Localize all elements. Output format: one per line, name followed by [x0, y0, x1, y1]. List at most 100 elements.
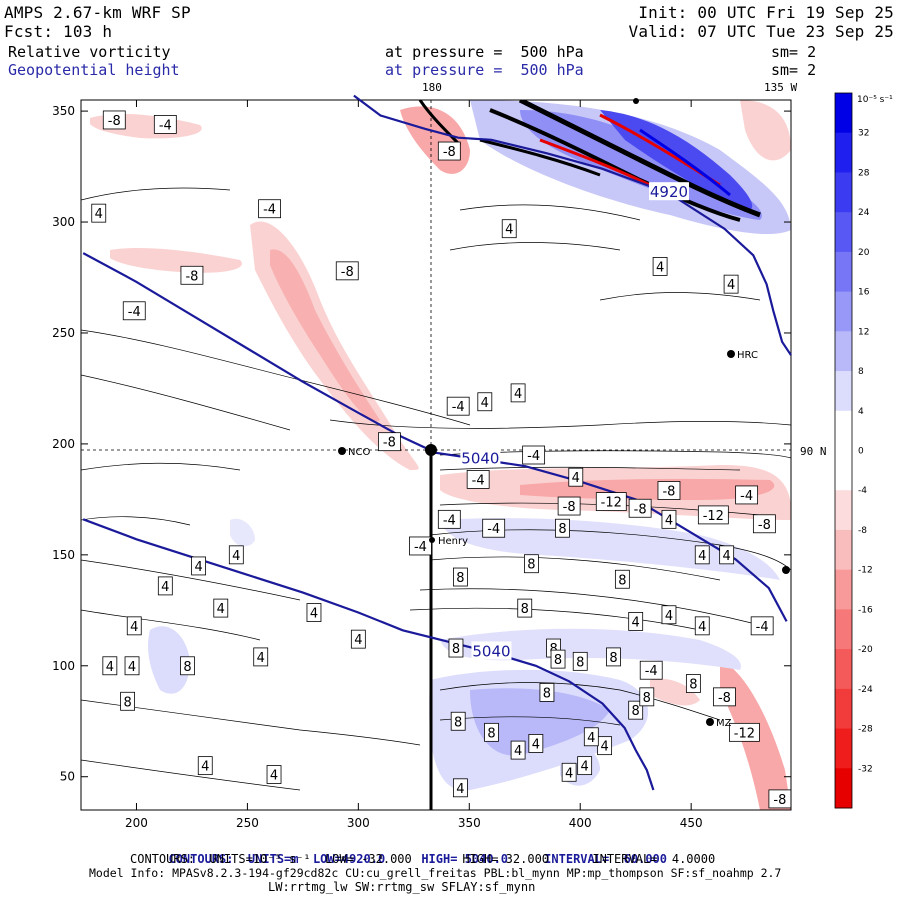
vorticity-label: -8: [752, 514, 776, 534]
vorticity-label-text: -8: [443, 145, 456, 160]
vorticity-label-box: [595, 492, 627, 511]
vorticity-label-box: [606, 647, 621, 667]
station-markers: HRC NCO Henry MZ: [338, 98, 790, 729]
y-tick-label: 150: [52, 548, 75, 562]
vorticity-label: 4: [568, 467, 584, 487]
plot-frame: [80, 99, 792, 811]
vorticity-label-text: -4: [472, 473, 485, 488]
vorticity-label: 8: [484, 722, 499, 742]
height-contour-label-bg: [471, 641, 512, 660]
vorticity-label-text: -8: [758, 518, 771, 533]
height-contour-high-label: HIGH=: [421, 852, 458, 866]
vorticity-label-text: 4: [456, 782, 464, 797]
y-tick-label: 50: [60, 770, 75, 784]
vorticity-label-text: -8: [773, 793, 786, 808]
vorticity-label-text: -4: [527, 449, 540, 464]
vorticity-label: -8: [657, 481, 681, 500]
vorticity-label-box: [517, 598, 533, 618]
vorticity-label-text: 8: [618, 573, 626, 588]
field2-name: Geopotential height: [8, 61, 180, 79]
vorticity-label: -8: [713, 687, 736, 707]
vorticity-label: 8: [120, 691, 135, 711]
vorticity-label-box: [453, 778, 468, 798]
vorticity-label-box: [409, 536, 432, 556]
y-tick-label: 200: [52, 437, 75, 451]
vorticity-label-text: -4: [740, 489, 753, 504]
vorticity-label: 8: [572, 651, 588, 671]
vorticity-label-box: [446, 396, 470, 416]
vorticity-label: 4: [694, 616, 710, 636]
height-contour-label-bg: [648, 182, 689, 201]
vorticity-label-box: [735, 485, 759, 505]
vorticity-label-text: 8: [487, 726, 495, 741]
lon-label-180: 180: [422, 81, 442, 94]
vorticity-label-text: 8: [554, 653, 562, 668]
vorticity-label: 4: [228, 545, 244, 565]
vorticity-label-text: 4: [106, 660, 114, 675]
vorticity-label: -4: [153, 115, 177, 134]
vorticity-label-text: 4: [505, 223, 513, 238]
vorticity-label-text: -4: [487, 522, 500, 537]
vorticity-label: 4: [661, 509, 677, 529]
vorticity-label: 4: [561, 762, 577, 782]
height-contour-label: 5040: [472, 642, 510, 660]
vorticity-label-box: [752, 514, 776, 534]
vorticity-label-box: [510, 740, 526, 760]
vorticity-label: 4: [510, 383, 526, 403]
station-dot-center: [425, 444, 437, 456]
vorticity-label-text: 4: [665, 609, 673, 624]
height-contour-interval: 60.000: [623, 852, 668, 866]
vorticity-label-text: 4: [665, 513, 673, 528]
station-dot-nco: [338, 447, 346, 455]
vorticity-label-text: 4: [514, 387, 522, 402]
vorticity-label-text: 4: [201, 760, 209, 775]
vorticity-label-box: [557, 496, 581, 516]
y-tick-label: 350: [52, 104, 75, 118]
vorticity-label-box: [91, 203, 107, 223]
vorticity-label: 8: [550, 649, 566, 669]
x-tick-label: 400: [569, 816, 592, 830]
vorticity-label-box: [157, 576, 173, 596]
vorticity-label: 8: [606, 647, 621, 667]
vorticity-label-text: 4: [514, 744, 522, 759]
vorticity-label-text: 4: [581, 760, 589, 775]
vorticity-label-box: [697, 505, 729, 525]
height-contour-label: 5040: [461, 449, 499, 467]
vorticity-label-box: [657, 481, 681, 500]
vorticity-label-text: 8: [527, 558, 535, 573]
vorticity-label-text: -8: [563, 500, 576, 515]
vorticity-label-text: 8: [454, 715, 462, 730]
vorticity-label-text: 8: [549, 642, 557, 657]
vorticity-label-text: -8: [662, 485, 675, 500]
init-time: Init: 00 UTC Fri 19 Sep 25: [638, 3, 894, 22]
vorticity-label-box: [120, 691, 135, 711]
vorticity-label-text: 8: [643, 691, 651, 706]
vorticity-label: -4: [735, 485, 759, 505]
vorticity-label: 4: [253, 647, 269, 667]
vorticity-label-box: [448, 638, 464, 658]
vorticity-label: -4: [750, 616, 774, 636]
vorticity-label-text: 4: [232, 549, 240, 564]
vorticity-label-text: 4: [257, 651, 265, 666]
vorticity-label-box: [350, 629, 366, 649]
vorticity-ridge-overlay: [418, 100, 761, 222]
vorticity-label-box: [661, 605, 677, 625]
vorticity-label-box: [197, 756, 213, 776]
vorticity-label: 4: [501, 219, 517, 239]
vorticity-label-box: [639, 660, 663, 680]
vorticity-label-box: [126, 616, 142, 636]
vorticity-label-text: 8: [543, 686, 551, 701]
vorticity-label-box: [510, 383, 526, 403]
vorticity-label-box: [561, 762, 577, 782]
vorticity-label-text: 4: [310, 607, 318, 622]
vorticity-label-text: -4: [159, 118, 172, 133]
vorticity-label-text: -4: [645, 664, 658, 679]
vorticity-label: 8: [539, 683, 555, 702]
height-contour-5040-2: [82, 518, 655, 791]
vorticity-label: -12: [697, 505, 729, 525]
vorticity-label-box: [685, 674, 701, 693]
vorticity-label: 8: [448, 638, 464, 658]
vorticity-label: -4: [437, 509, 461, 529]
lon-label-135w: 135 W: [764, 81, 797, 94]
